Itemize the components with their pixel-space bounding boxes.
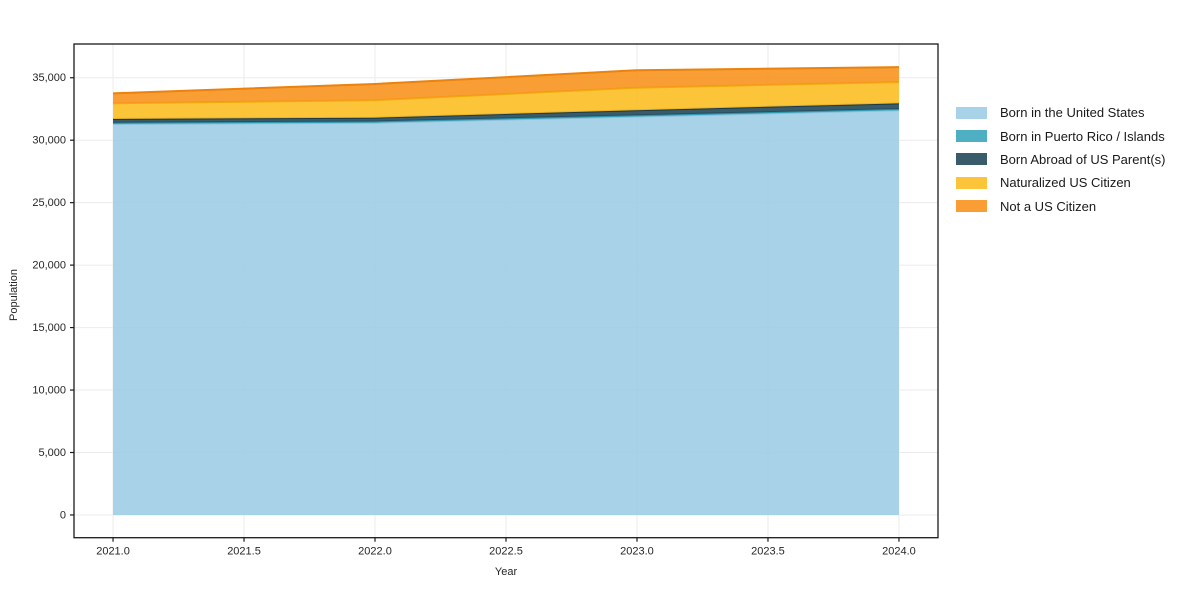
legend-item: Born in Puerto Rico / Islands — [956, 124, 1165, 147]
legend-color-swatch — [956, 176, 987, 189]
x-tick-label: 2021.0 — [96, 546, 130, 558]
legend-item: Born in the United States — [956, 101, 1165, 124]
legend-item-label: Born in the United States — [1000, 105, 1145, 121]
area-series-3 — [113, 82, 899, 119]
area-series-2 — [113, 103, 899, 123]
legend: Born in the United States Born in Puerto… — [956, 101, 1165, 218]
legend-item-label: Not a US Citizen — [1000, 198, 1097, 214]
y-tick-label: 25,000 — [32, 197, 66, 209]
legend-item-label: Born in Puerto Rico / Islands — [1000, 128, 1165, 144]
y-tick-label: 20,000 — [32, 260, 66, 272]
x-tick-label: 2023.0 — [620, 546, 654, 558]
legend-color-swatch — [956, 200, 987, 213]
y-tick-label: 5,000 — [38, 447, 66, 459]
legend-color-swatch — [956, 153, 987, 166]
y-tick-label: 10,000 — [32, 385, 66, 397]
legend-item-label: Naturalized US Citizen — [1000, 175, 1131, 191]
legend-item: Not a US Citizen — [956, 195, 1165, 218]
y-axis-label: Population — [8, 269, 20, 321]
x-tick-label: 2022.5 — [489, 546, 523, 558]
legend-item: Naturalized US Citizen — [956, 171, 1165, 194]
x-tick-label: 2022.0 — [358, 546, 392, 558]
legend-color-swatch — [956, 130, 987, 143]
legend-item-label: Born Abroad of US Parent(s) — [1000, 151, 1166, 167]
y-tick-label: 35,000 — [32, 72, 66, 84]
area-series-4 — [113, 67, 899, 104]
x-tick-label: 2021.5 — [227, 546, 261, 558]
area-series-edge-4 — [112, 66, 899, 95]
x-tick-label: 2023.5 — [751, 546, 785, 558]
area-series-0 — [113, 110, 899, 515]
x-tick-label: 2024.0 — [882, 546, 916, 558]
x-axis-label: Year — [494, 566, 518, 578]
legend-color-swatch — [956, 106, 987, 119]
legend-item: Born Abroad of US Parent(s) — [956, 148, 1165, 171]
y-tick-label: 30,000 — [32, 135, 66, 147]
y-tick-label: 15,000 — [32, 322, 66, 334]
y-tick-label: 0 — [60, 509, 66, 521]
